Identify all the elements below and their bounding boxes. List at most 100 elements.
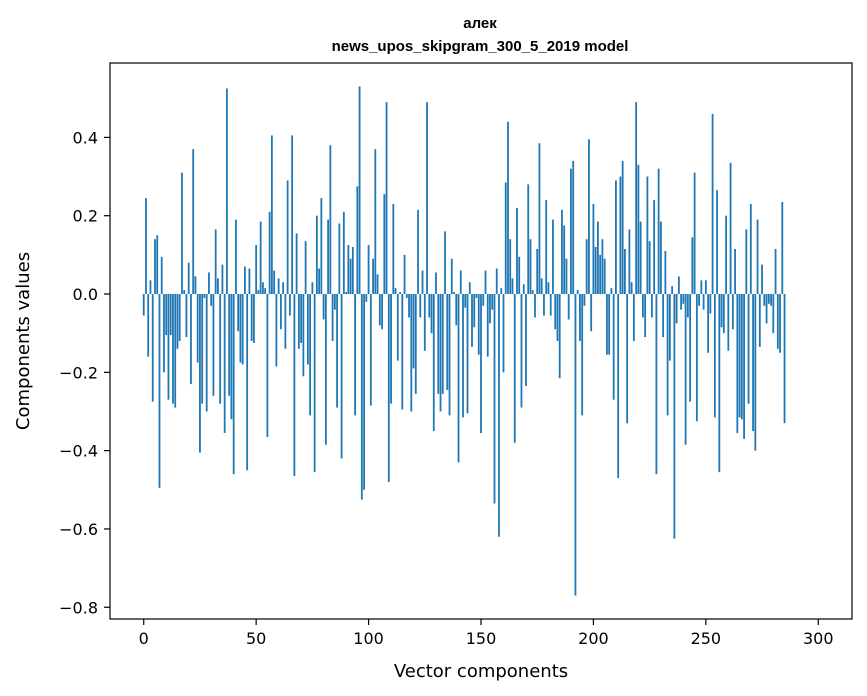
bar-111 [392,203,395,295]
bar-264 [736,294,739,434]
bar-172 [529,239,532,295]
y-tick-label: 0.0 [73,285,98,304]
bar-12 [169,294,172,336]
bar-121 [414,294,417,394]
bar-254 [713,294,716,418]
bar-125 [423,294,426,351]
bar-231 [662,294,665,338]
bar-90 [345,292,347,295]
bar-230 [659,221,662,295]
bar-183 [554,294,557,330]
bar-211 [617,294,620,479]
y-tick-label: −0.8 [59,598,98,617]
bar-213 [621,160,624,295]
bar-235 [671,286,674,295]
bar-205 [603,258,606,295]
bar-154 [489,294,491,324]
bar-258 [722,294,725,334]
bar-80 [322,294,325,320]
bar-6 [156,235,159,295]
bar-138 [453,292,455,295]
bar-243 [689,294,692,402]
bar-37 [226,88,228,295]
bar-242 [686,294,689,318]
bar-51 [257,290,260,295]
y-axis-ticks: −0.8 −0.6 −0.4 −0.2 0.0 0.2 0.4 [59,128,110,617]
bar-187 [563,225,566,295]
bar-19 [185,294,188,338]
bar-117 [405,294,408,298]
bar-78 [318,268,321,295]
x-tick-label: 0 [139,629,149,648]
bar-34 [219,294,222,404]
bar-222 [641,294,644,318]
bar-88 [340,294,343,459]
bar-93 [351,247,354,295]
bar-36 [223,294,226,434]
bar-15 [176,294,179,349]
bar-112 [394,288,397,295]
bar-282 [776,294,779,349]
y-tick-label: −0.6 [59,520,98,539]
bar-63 [284,294,287,349]
bar-101 [369,294,372,406]
bar-239 [680,294,683,310]
bar-2 [147,294,150,357]
bar-60 [277,278,280,295]
bar-74 [309,294,312,416]
bar-86 [336,294,338,408]
bar-257 [720,294,723,328]
bar-59 [275,294,278,367]
bar-4 [151,294,154,402]
bar-140 [457,294,460,463]
bar-229 [657,168,660,295]
bar-238 [677,276,680,295]
bar-135 [446,294,449,390]
bar-16 [178,294,181,341]
bar-220 [637,164,640,295]
bar-152 [484,270,487,295]
bar-31 [212,294,215,396]
bar-58 [273,270,276,295]
bar-247 [698,294,700,306]
bar-72 [304,241,307,295]
bar-75 [311,282,314,295]
bar-99 [365,294,368,302]
bar-46 [246,294,249,471]
bar-182 [552,219,554,295]
bar-180 [547,282,550,295]
bar-168 [520,294,523,408]
bar-158 [498,294,500,537]
bar-171 [527,184,530,295]
bar-170 [525,294,527,387]
bar-184 [556,294,559,341]
bar-146 [471,294,473,347]
bar-173 [531,290,534,295]
bar-104 [376,274,379,295]
bar-43 [239,294,242,363]
y-axis-label: Components values [13,252,34,430]
bar-49 [253,294,255,343]
bar-108 [385,102,388,295]
bar-176 [538,143,541,295]
bar-64 [286,180,289,295]
bar-83 [329,145,332,295]
bar-233 [666,294,669,416]
bar-131 [437,294,440,394]
bar-115 [401,294,404,410]
bar-261 [729,162,732,295]
bar-62 [282,282,285,295]
bar-118 [408,294,410,318]
bar-191 [572,160,575,295]
bar-144 [466,294,469,414]
bar-14 [174,294,177,408]
bar-18 [183,290,186,295]
bar-169 [522,284,525,295]
bar-24 [196,294,199,363]
bar-217 [630,282,633,295]
bar-174 [534,294,536,318]
bar-35 [221,264,224,295]
bar-245 [693,172,696,295]
bar-221 [639,221,642,295]
bar-48 [250,294,253,341]
